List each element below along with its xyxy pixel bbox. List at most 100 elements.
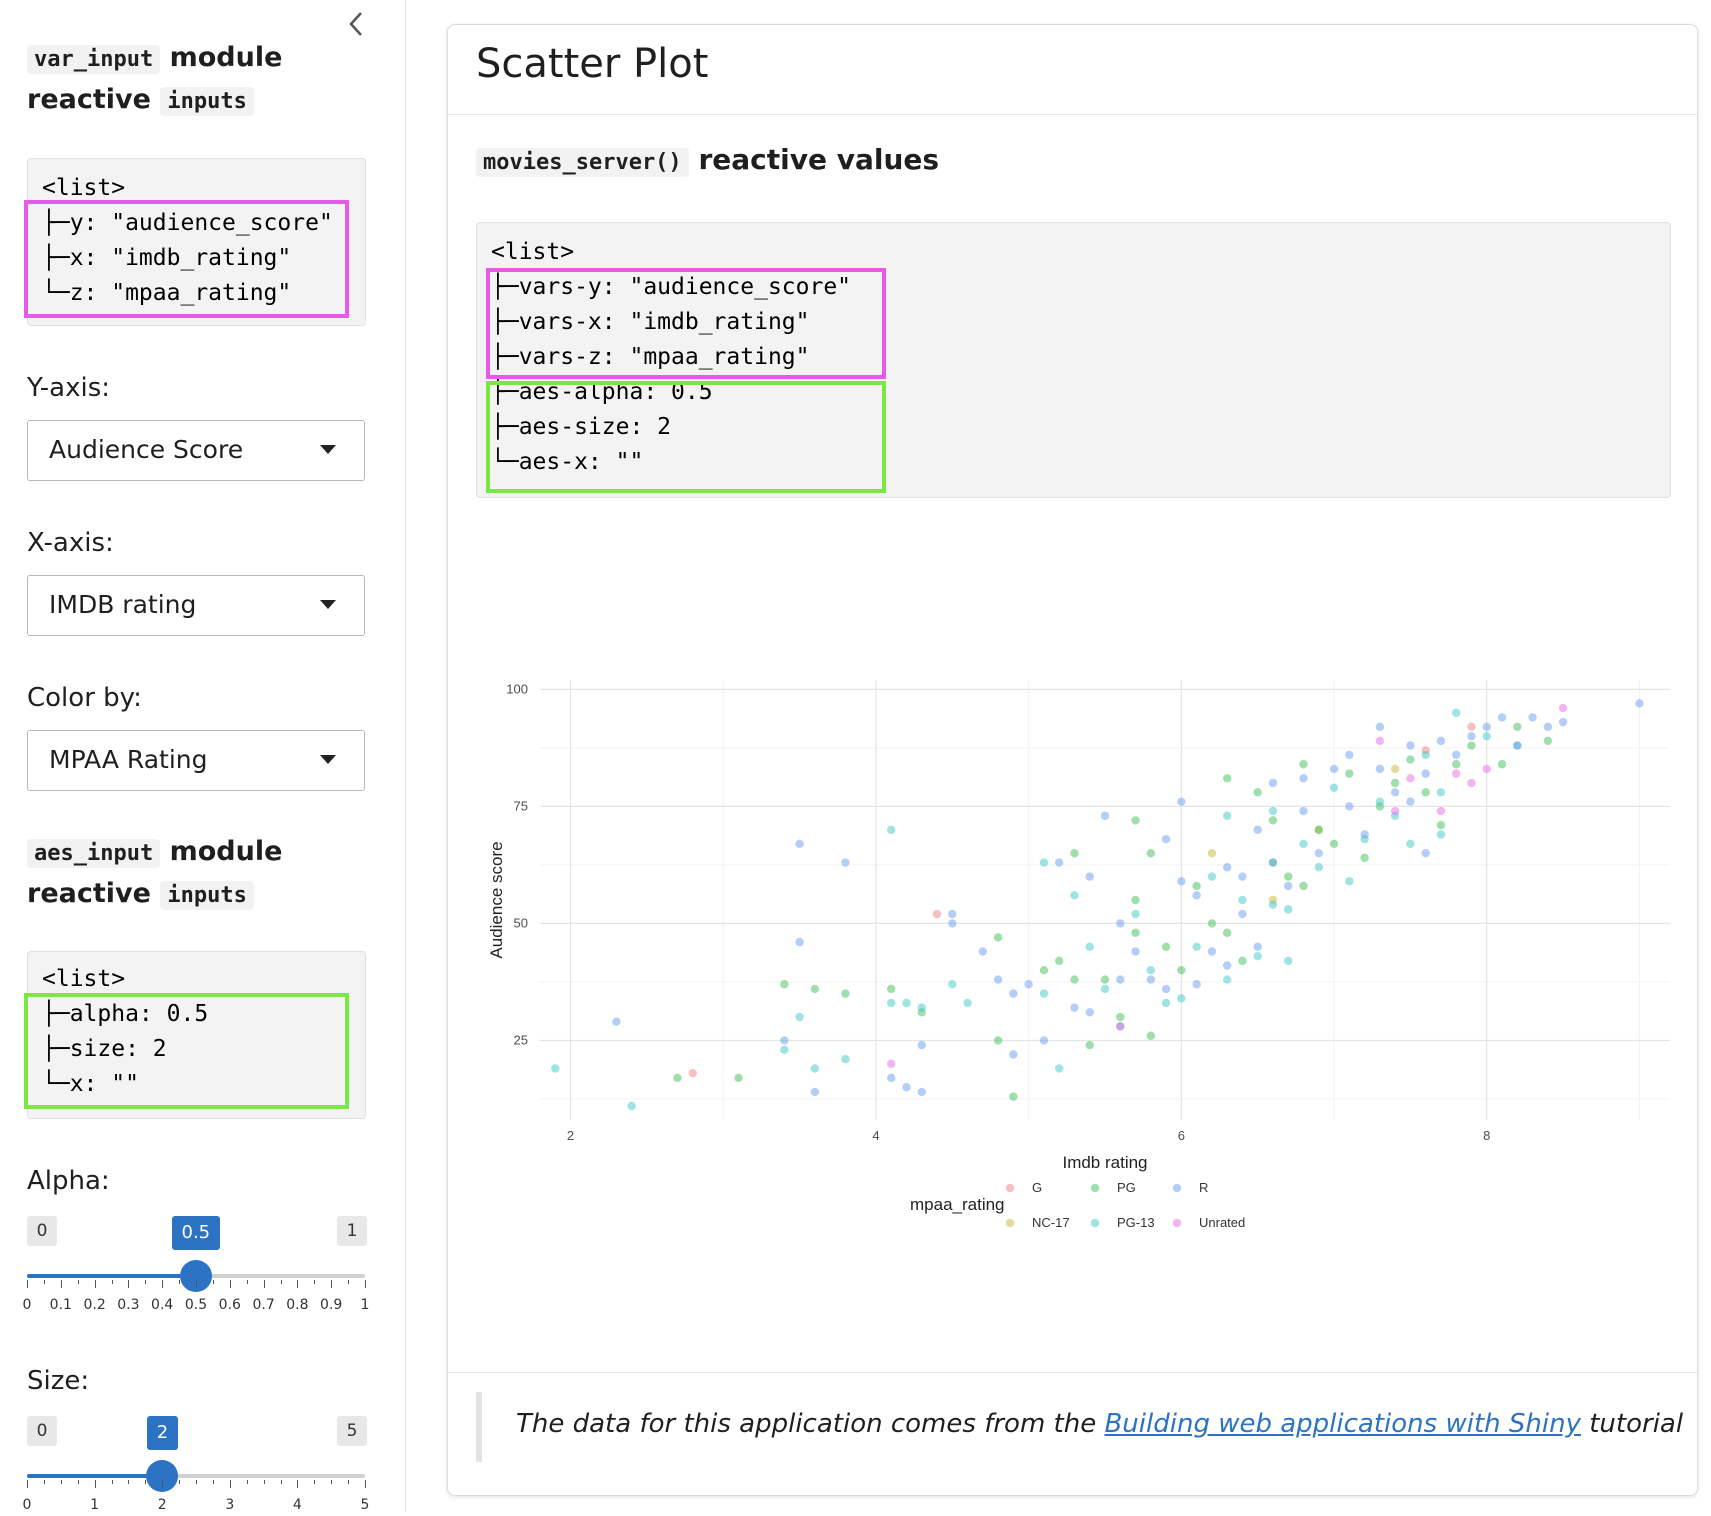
data-point-pg-13 [1421, 750, 1430, 760]
slider-minor-tick [179, 1280, 181, 1284]
slider-tick [162, 1280, 164, 1288]
footer-text: The data for this application comes from… [516, 1409, 1683, 1439]
data-point-pg [1100, 975, 1110, 984]
data-point-pg-13 [1482, 731, 1491, 741]
data-point-r [1192, 980, 1201, 989]
data-point-r [1299, 774, 1308, 783]
data-point-pg [1207, 919, 1217, 928]
data-point-r [1467, 731, 1476, 741]
legend-key-unrated [1172, 1218, 1182, 1228]
data-point-r [1100, 811, 1110, 820]
data-point-r [1375, 764, 1385, 774]
slider-minor-tick [246, 1480, 248, 1484]
data-point-r [1207, 947, 1217, 956]
data-point-pg [1131, 928, 1140, 937]
reactive-values-heading: movies_server() reactive values [476, 143, 939, 177]
alpha-min-label: 0 [27, 1216, 57, 1246]
data-point-pg [734, 1073, 743, 1083]
data-point-r [917, 1087, 926, 1097]
data-point-pg [993, 1036, 1003, 1045]
size-track[interactable] [27, 1474, 365, 1478]
data-point-g [932, 909, 942, 919]
legend-label: NC-17 [1032, 1215, 1070, 1230]
data-point-unrated [1406, 774, 1415, 783]
slider-minor-tick [314, 1480, 316, 1484]
data-point-pg [1543, 736, 1553, 746]
tutorial-link[interactable]: Building web applications with Shiny [1104, 1409, 1581, 1439]
data-point-pg-13 [780, 1045, 789, 1054]
data-point-pg-13 [1375, 797, 1385, 806]
xaxis-select[interactable]: IMDB rating [27, 575, 365, 636]
data-point-pg-13 [1131, 909, 1140, 919]
data-point-pg-13 [1146, 966, 1156, 975]
slider-tick-label: 0.9 [320, 1297, 343, 1313]
aes-list-line: ├─alpha: 0.5 [42, 1001, 209, 1027]
data-point-unrated [1375, 736, 1385, 746]
data-point-r [1009, 989, 1018, 998]
data-point-r [1116, 975, 1125, 984]
data-point-r [1024, 980, 1033, 989]
data-point-pg [1299, 881, 1308, 891]
data-point-r [902, 1083, 911, 1092]
data-point-r [1253, 825, 1262, 834]
data-point-pg-13 [902, 998, 911, 1008]
alpha-slider[interactable]: 0 1 0.5 0 0.1 0.2 0.3 0.4 0.5 0.6 0.7 0.8 0.9 1 [23, 1216, 370, 1316]
data-point-pg [1039, 966, 1049, 975]
data-point-r [1054, 858, 1064, 867]
slider-tick-label: 1 [360, 1297, 370, 1313]
data-point-pg-13 [1268, 806, 1278, 816]
data-point-pg [1268, 816, 1278, 825]
var-list-line: ├─x: "imdb_rating" [42, 245, 292, 271]
server-list-line: <list> [491, 239, 575, 265]
data-point-pg [1192, 881, 1201, 891]
movies-server-code: movies_server() [476, 148, 689, 177]
data-point-pg-13 [887, 825, 896, 834]
yaxis-select[interactable]: Audience Score [27, 420, 365, 481]
data-point-pg-13 [887, 998, 896, 1008]
data-point-r [1146, 975, 1156, 984]
data-point-r [1345, 802, 1354, 811]
var-input-list-box: <list> ├─y: "audience_score" ├─x: "imdb_… [27, 158, 366, 326]
collapse-sidebar-button[interactable] [340, 8, 372, 40]
yaxis-select-value: Audience Score [49, 435, 244, 464]
legend-key-pg-13 [1090, 1218, 1100, 1228]
size-slider[interactable]: 0 5 2 0 1 2 3 4 5 [23, 1416, 369, 1516]
aes-input-code2: inputs [160, 881, 254, 910]
aes-list-highlight [24, 993, 349, 1109]
data-point-r [1375, 722, 1385, 732]
slider-minor-tick [77, 1480, 79, 1484]
data-point-pg [1009, 1092, 1018, 1101]
data-point-r [1039, 1036, 1049, 1045]
colorby-select[interactable]: MPAA Rating [27, 730, 365, 791]
slider-tick [94, 1280, 96, 1288]
data-point-pg [841, 989, 850, 998]
data-point-pg [993, 933, 1003, 942]
footer-divider [448, 1372, 1697, 1373]
slider-tick-label: 0.4 [151, 1297, 174, 1313]
data-point-pg [1421, 788, 1430, 797]
data-point-r [795, 937, 804, 947]
var-input-heading-word1: module [169, 42, 283, 73]
data-point-r [1177, 877, 1186, 886]
slider-tick [27, 1280, 28, 1288]
data-point-r [1192, 891, 1201, 900]
caret-down-icon [320, 755, 336, 764]
slider-minor-tick [348, 1480, 350, 1484]
data-point-pg-13 [1345, 877, 1354, 886]
data-point-pg-13 [795, 1012, 804, 1022]
slider-minor-tick [77, 1280, 79, 1284]
slider-tick-label: 0.5 [184, 1297, 208, 1313]
x-axis-title: Imdb rating [1062, 1153, 1147, 1172]
aes-input-heading-word2: reactive [27, 878, 151, 909]
data-point-pg-13 [1161, 998, 1171, 1008]
data-point-pg-13 [1284, 956, 1293, 966]
blockquote-bar [476, 1392, 482, 1462]
data-point-r [1513, 741, 1522, 750]
slider-tick [60, 1280, 62, 1288]
main-card: Scatter Plot movies_server() reactive va… [447, 24, 1698, 1496]
slider-tick [331, 1280, 333, 1288]
data-point-nc-17 [1207, 848, 1217, 858]
data-point-pg-13 [1054, 1064, 1064, 1073]
data-point-r [1222, 961, 1232, 970]
data-point-pg [1131, 895, 1140, 905]
